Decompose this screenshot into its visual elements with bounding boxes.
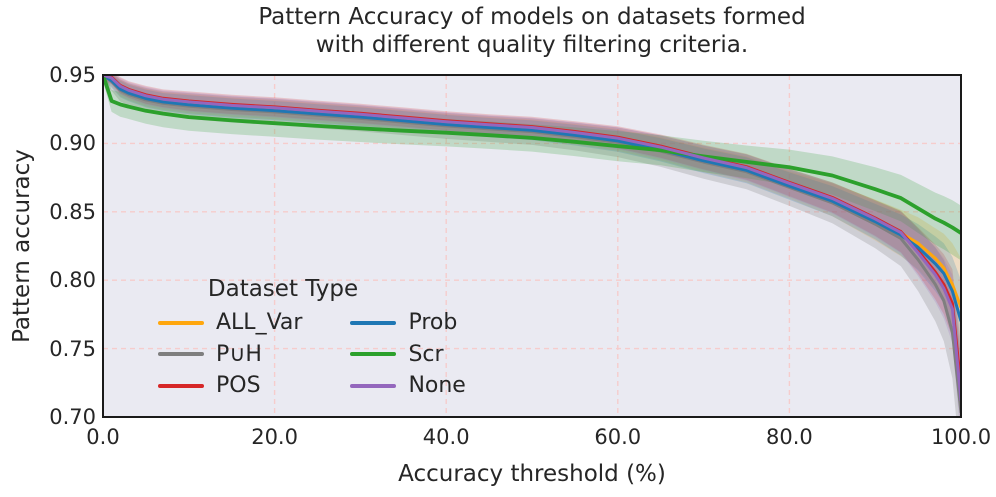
y-axis-label: Pattern accuracy xyxy=(9,149,35,343)
axes-spine xyxy=(102,74,962,418)
legend-label: Scr xyxy=(408,341,444,367)
x-tick-label: 60.0 xyxy=(594,425,642,449)
legend-column: Prob Scr None xyxy=(350,307,466,402)
legend-line-prob-icon xyxy=(350,320,397,325)
legend-item-all-var: ALL_Var xyxy=(158,307,302,339)
legend-item-prob: Prob xyxy=(350,307,465,339)
x-tick-label: 40.0 xyxy=(422,425,470,449)
legend-item-scr: Scr xyxy=(350,339,465,371)
series-lines xyxy=(103,75,961,414)
legend-label: None xyxy=(408,373,466,399)
legend-title: Dataset Type xyxy=(207,276,359,302)
series-line-none xyxy=(103,75,961,401)
legend-line-scr-icon xyxy=(350,352,397,357)
band-scr xyxy=(103,75,961,261)
legend-column: ALL_Var P∪H POS xyxy=(158,307,302,402)
gridlines xyxy=(103,75,961,417)
y-tick-label: 0.75 xyxy=(49,336,96,361)
x-tick-label: 0.0 xyxy=(86,425,120,449)
chart-title-line-1: Pattern Accuracy of models on datasets f… xyxy=(258,4,806,30)
legend-item-p-h: P∪H xyxy=(158,339,302,371)
x-tick-label: 100.0 xyxy=(930,425,992,449)
x-tick-label: 80.0 xyxy=(766,425,813,449)
legend-label: Prob xyxy=(408,310,458,336)
legend: Dataset Type ALL_Var P∪H POS Prob Scr None xyxy=(152,276,466,402)
legend-line-all-var-icon xyxy=(158,320,204,325)
y-tick-label: 0.70 xyxy=(49,405,96,429)
y-tick-label: 0.80 xyxy=(49,268,96,293)
legend-columns: ALL_Var P∪H POS Prob Scr None xyxy=(152,307,466,402)
legend-item-pos: POS xyxy=(158,370,302,402)
legend-label: POS xyxy=(216,373,261,399)
y-tick-label: 0.90 xyxy=(49,131,96,156)
legend-label: P∪H xyxy=(216,341,262,367)
legend-line-none-icon xyxy=(350,383,397,388)
series-line-scr xyxy=(103,75,961,235)
legend-label: ALL_Var xyxy=(216,310,303,336)
x-tick-label: 20.0 xyxy=(251,425,298,449)
legend-line-pos-icon xyxy=(158,383,204,388)
legend-line-p-h-icon xyxy=(158,352,204,357)
y-tick-label: 0.85 xyxy=(49,199,96,224)
y-tick-label: 0.95 xyxy=(49,63,96,87)
x-axis-label: Accuracy threshold (%) xyxy=(398,461,666,487)
legend-item-none: None xyxy=(350,370,466,402)
chart-title-line-2: with different quality filtering criteri… xyxy=(315,32,749,58)
